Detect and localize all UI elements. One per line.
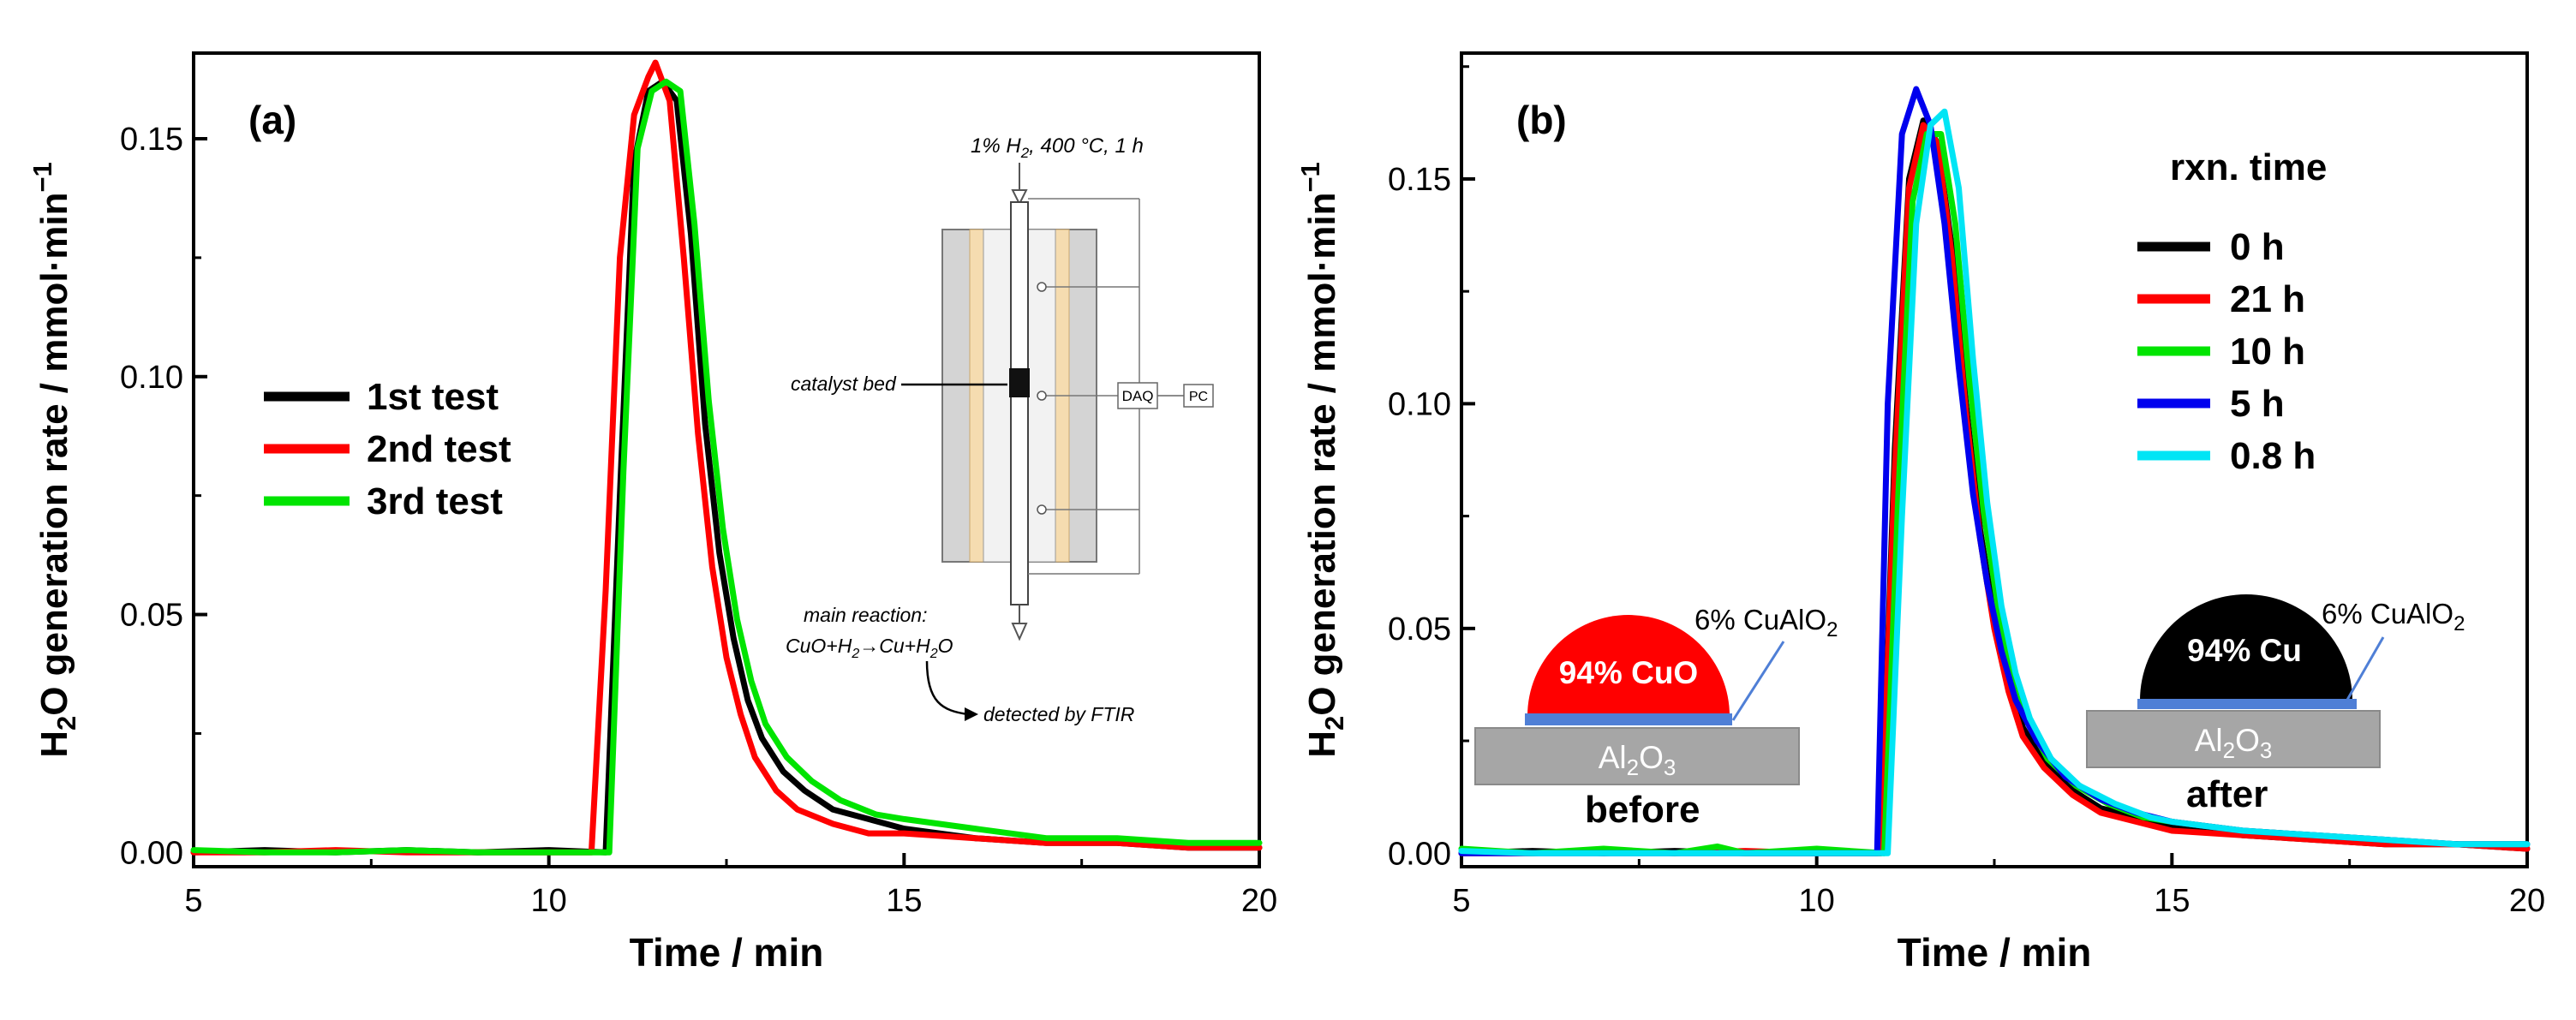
legend-label-2nd-test: 2nd test <box>367 428 511 470</box>
series-line-a-1st-test <box>190 78 1263 856</box>
thermocouple-1-icon <box>1037 282 1047 292</box>
y-tick-label-a-2: 0.10 <box>120 360 183 396</box>
y-tick-label-b-1: 0.05 <box>1388 611 1451 647</box>
panel-a-legend: 1st test 2nd test 3rd test <box>264 376 511 522</box>
panel-b-legend: rxn. time 0 h 21 h 10 h 5 h 0.8 h <box>2137 146 2327 477</box>
series-line-a-2nd-test <box>190 59 1263 856</box>
after-caption: after <box>2186 773 2268 815</box>
panel-a-frame <box>192 51 1261 868</box>
heater-left <box>969 229 984 563</box>
panel-a: 5 10 15 20 0.00 0.05 0.10 0.15 (a) H2O generati… <box>27 51 1277 975</box>
legend-label-1st-test: 1st test <box>367 376 499 418</box>
outlet-arrow-head <box>1011 623 1028 641</box>
x-tick-label-a-3: 20 <box>1241 883 1277 919</box>
panel-b-x-axis-label: Time / min <box>1898 930 2092 975</box>
before-interface-layer <box>1525 713 1732 725</box>
panel-a-curves <box>190 59 1263 856</box>
pc-label: PC <box>1189 390 1208 404</box>
panel-b-label: (b) <box>1516 98 1567 142</box>
legend-label-21h: 21 h <box>2230 278 2305 320</box>
detection-arrow-head <box>965 707 978 721</box>
x-tick-label-b-3: 20 <box>2509 883 2545 919</box>
cu-particle <box>2140 594 2352 701</box>
x-tick-label-b-2: 15 <box>2154 883 2190 919</box>
panel-a-x-axis-label: Time / min <box>630 930 824 975</box>
before-particle-label: 94% CuO <box>1559 655 1698 690</box>
inlet-arrow-head <box>1011 189 1028 206</box>
before-caption: before <box>1585 789 1700 831</box>
y-tick-label-b-2: 0.10 <box>1388 386 1451 422</box>
after-interface-label: 6% CuAlO2 <box>2322 598 2465 635</box>
cuo-particle <box>1527 615 1730 716</box>
panel-a-ticks: 5 10 15 20 0.00 0.05 0.10 0.15 <box>120 122 1277 919</box>
reactor-schematic-inset: 1% H2, 400 °C, 1 h DAQ PC catalyst bed <box>786 134 1214 725</box>
x-tick-label-b-0: 5 <box>1452 883 1470 919</box>
before-illustration: Al2O3 94% CuO 6% CuAlO2 before <box>1474 604 1838 831</box>
after-illustration: Al2O3 94% Cu 6% CuAlO2 after <box>2086 594 2465 815</box>
panel-a-label: (a) <box>248 98 296 142</box>
before-alumina-support <box>1474 727 1800 785</box>
y-tick-label-b-3: 0.15 <box>1388 162 1451 198</box>
legend-label-10h: 10 h <box>2230 331 2305 373</box>
before-support-label: Al2O3 <box>1599 740 1676 780</box>
panel-a-y-axis-label: H2O generation rate / mmol·min−1 <box>27 162 81 758</box>
after-interface-pointer <box>2342 636 2385 707</box>
series-line-a-3rd-test <box>190 78 1263 856</box>
daq-label: DAQ <box>1122 388 1154 404</box>
x-tick-label-a-1: 10 <box>531 883 567 919</box>
panel-b-ticks: 5 10 15 20 0.00 0.05 0.10 0.15 <box>1388 65 2545 919</box>
legend-label-5h: 5 h <box>2230 383 2285 425</box>
reaction-title: main reaction: <box>804 604 927 626</box>
series-line-b-0-8-h <box>1458 108 2531 856</box>
after-interface-layer <box>2137 699 2357 709</box>
y-tick-label-a-3: 0.15 <box>120 122 183 158</box>
panel-b-curves <box>1458 86 2531 856</box>
inset-condition: 1% H2, 400 °C, 1 h <box>971 134 1144 161</box>
pc-box <box>1183 384 1214 408</box>
panel-b: 5 10 15 20 0.00 0.05 0.10 0.15 Al2O3 94% CuO 6%… <box>1295 51 2545 975</box>
reaction-equation: CuO+H2→Cu+H2O <box>786 635 953 661</box>
after-alumina-support <box>2086 710 2381 768</box>
thermocouple-3-icon <box>1037 504 1047 515</box>
panel-b-y-axis-label: H2O generation rate / mmol·min−1 <box>1295 162 1349 758</box>
after-particle-label: 94% Cu <box>2187 633 2302 668</box>
detection-label: detected by FTIR <box>983 703 1134 725</box>
before-interface-label: 6% CuAlO2 <box>1694 604 1838 641</box>
thermocouple-2-icon <box>1037 391 1047 401</box>
before-interface-pointer <box>1731 641 1785 721</box>
catalyst-bed-block <box>1009 368 1030 397</box>
detection-arrow <box>925 660 969 716</box>
legend-title-rxn-time: rxn. time <box>2170 146 2327 188</box>
legend-label-3rd-test: 3rd test <box>367 480 503 522</box>
x-tick-label-a-0: 5 <box>184 883 202 919</box>
x-tick-label-b-1: 10 <box>1799 883 1835 919</box>
catalyst-bed-label: catalyst bed <box>791 373 897 395</box>
x-tick-label-a-2: 15 <box>886 883 922 919</box>
legend-label-0h: 0 h <box>2230 226 2285 268</box>
y-tick-label-b-0: 0.00 <box>1388 836 1451 872</box>
y-tick-label-a-1: 0.05 <box>120 598 183 634</box>
legend-label-0-8h: 0.8 h <box>2230 435 2316 477</box>
y-tick-label-a-0: 0.00 <box>120 835 183 871</box>
reactor-tube <box>1010 201 1029 605</box>
